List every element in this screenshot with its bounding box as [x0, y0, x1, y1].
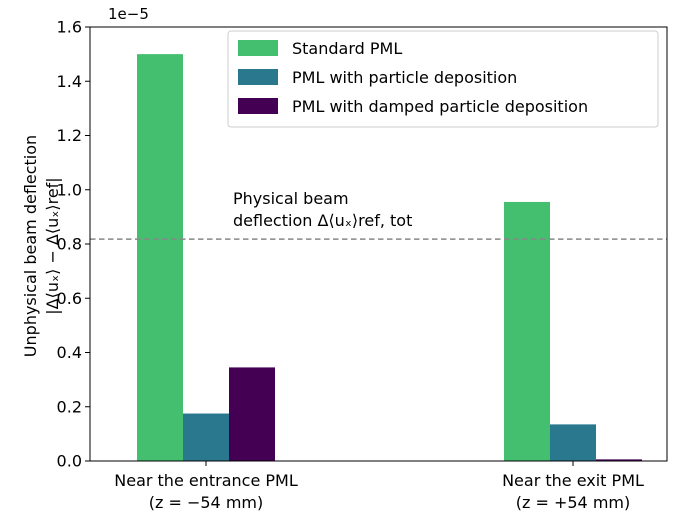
- x-tick-label-sub: (z = −54 mm): [149, 493, 263, 512]
- y-tick-label: 0.8: [57, 235, 82, 254]
- y-axis-label: Unphysical beam deflection |Δ⟨uₓ⟩ − Δ⟨uₓ…: [21, 135, 62, 357]
- x-tick-label-sub: (z = +54 mm): [516, 493, 630, 512]
- legend-swatch: [238, 40, 278, 56]
- legend-entry-label: PML with particle deposition: [292, 68, 517, 87]
- y-tick-label: 0.2: [57, 397, 82, 416]
- bar-series1-category2: [504, 201, 550, 462]
- reference-line-label-line2: deflection Δ⟨uₓ⟩ref, tot: [233, 211, 412, 230]
- legend-entry-label: Standard PML: [292, 39, 402, 58]
- legend-swatch: [238, 98, 278, 114]
- y-tick-label: 0.4: [57, 343, 82, 362]
- y-tick-label: 0.0: [57, 452, 82, 471]
- bar-series1-category1: [137, 54, 183, 461]
- y-scale-multiplier: 1e−5: [108, 5, 149, 23]
- y-axis-label-line2: |Δ⟨uₓ⟩ − Δ⟨uₓ⟩ref|: [43, 177, 62, 314]
- bar-series3-category1: [229, 367, 275, 461]
- y-tick-label: 0.6: [57, 289, 82, 308]
- y-tick-label: 1.2: [57, 126, 82, 145]
- x-tick-label: Near the entrance PML: [114, 471, 298, 490]
- reference-line-label: Physical beam deflection Δ⟨uₓ⟩ref, tot: [233, 189, 412, 230]
- y-tick-label: 1.0: [57, 180, 82, 199]
- x-tick-label: Near the exit PML: [502, 471, 644, 490]
- y-axis-label-line1: Unphysical beam deflection: [21, 135, 40, 357]
- bar-series2-category1: [183, 413, 229, 461]
- legend-entry-label: PML with damped particle deposition: [292, 97, 588, 116]
- y-tick-label: 1.6: [57, 18, 82, 37]
- bars-layer: [137, 54, 642, 462]
- bar-series3-category2: [596, 459, 642, 461]
- x-axis-ticks: Near the entrance PML (z = −54 mm) Near th…: [114, 461, 644, 512]
- reference-line-label-line1: Physical beam: [233, 189, 349, 208]
- legend-box: [227, 30, 659, 128]
- legend-swatch: [238, 69, 278, 85]
- legend: Standard PML PML with particle deposition…: [227, 30, 659, 128]
- y-tick-label: 1.4: [57, 72, 82, 91]
- y-axis-ticks: 0.0 0.2 0.4 0.6 0.8 1.0 1.2 1.4 1.6: [57, 18, 90, 471]
- bar-series2-category2: [550, 424, 596, 461]
